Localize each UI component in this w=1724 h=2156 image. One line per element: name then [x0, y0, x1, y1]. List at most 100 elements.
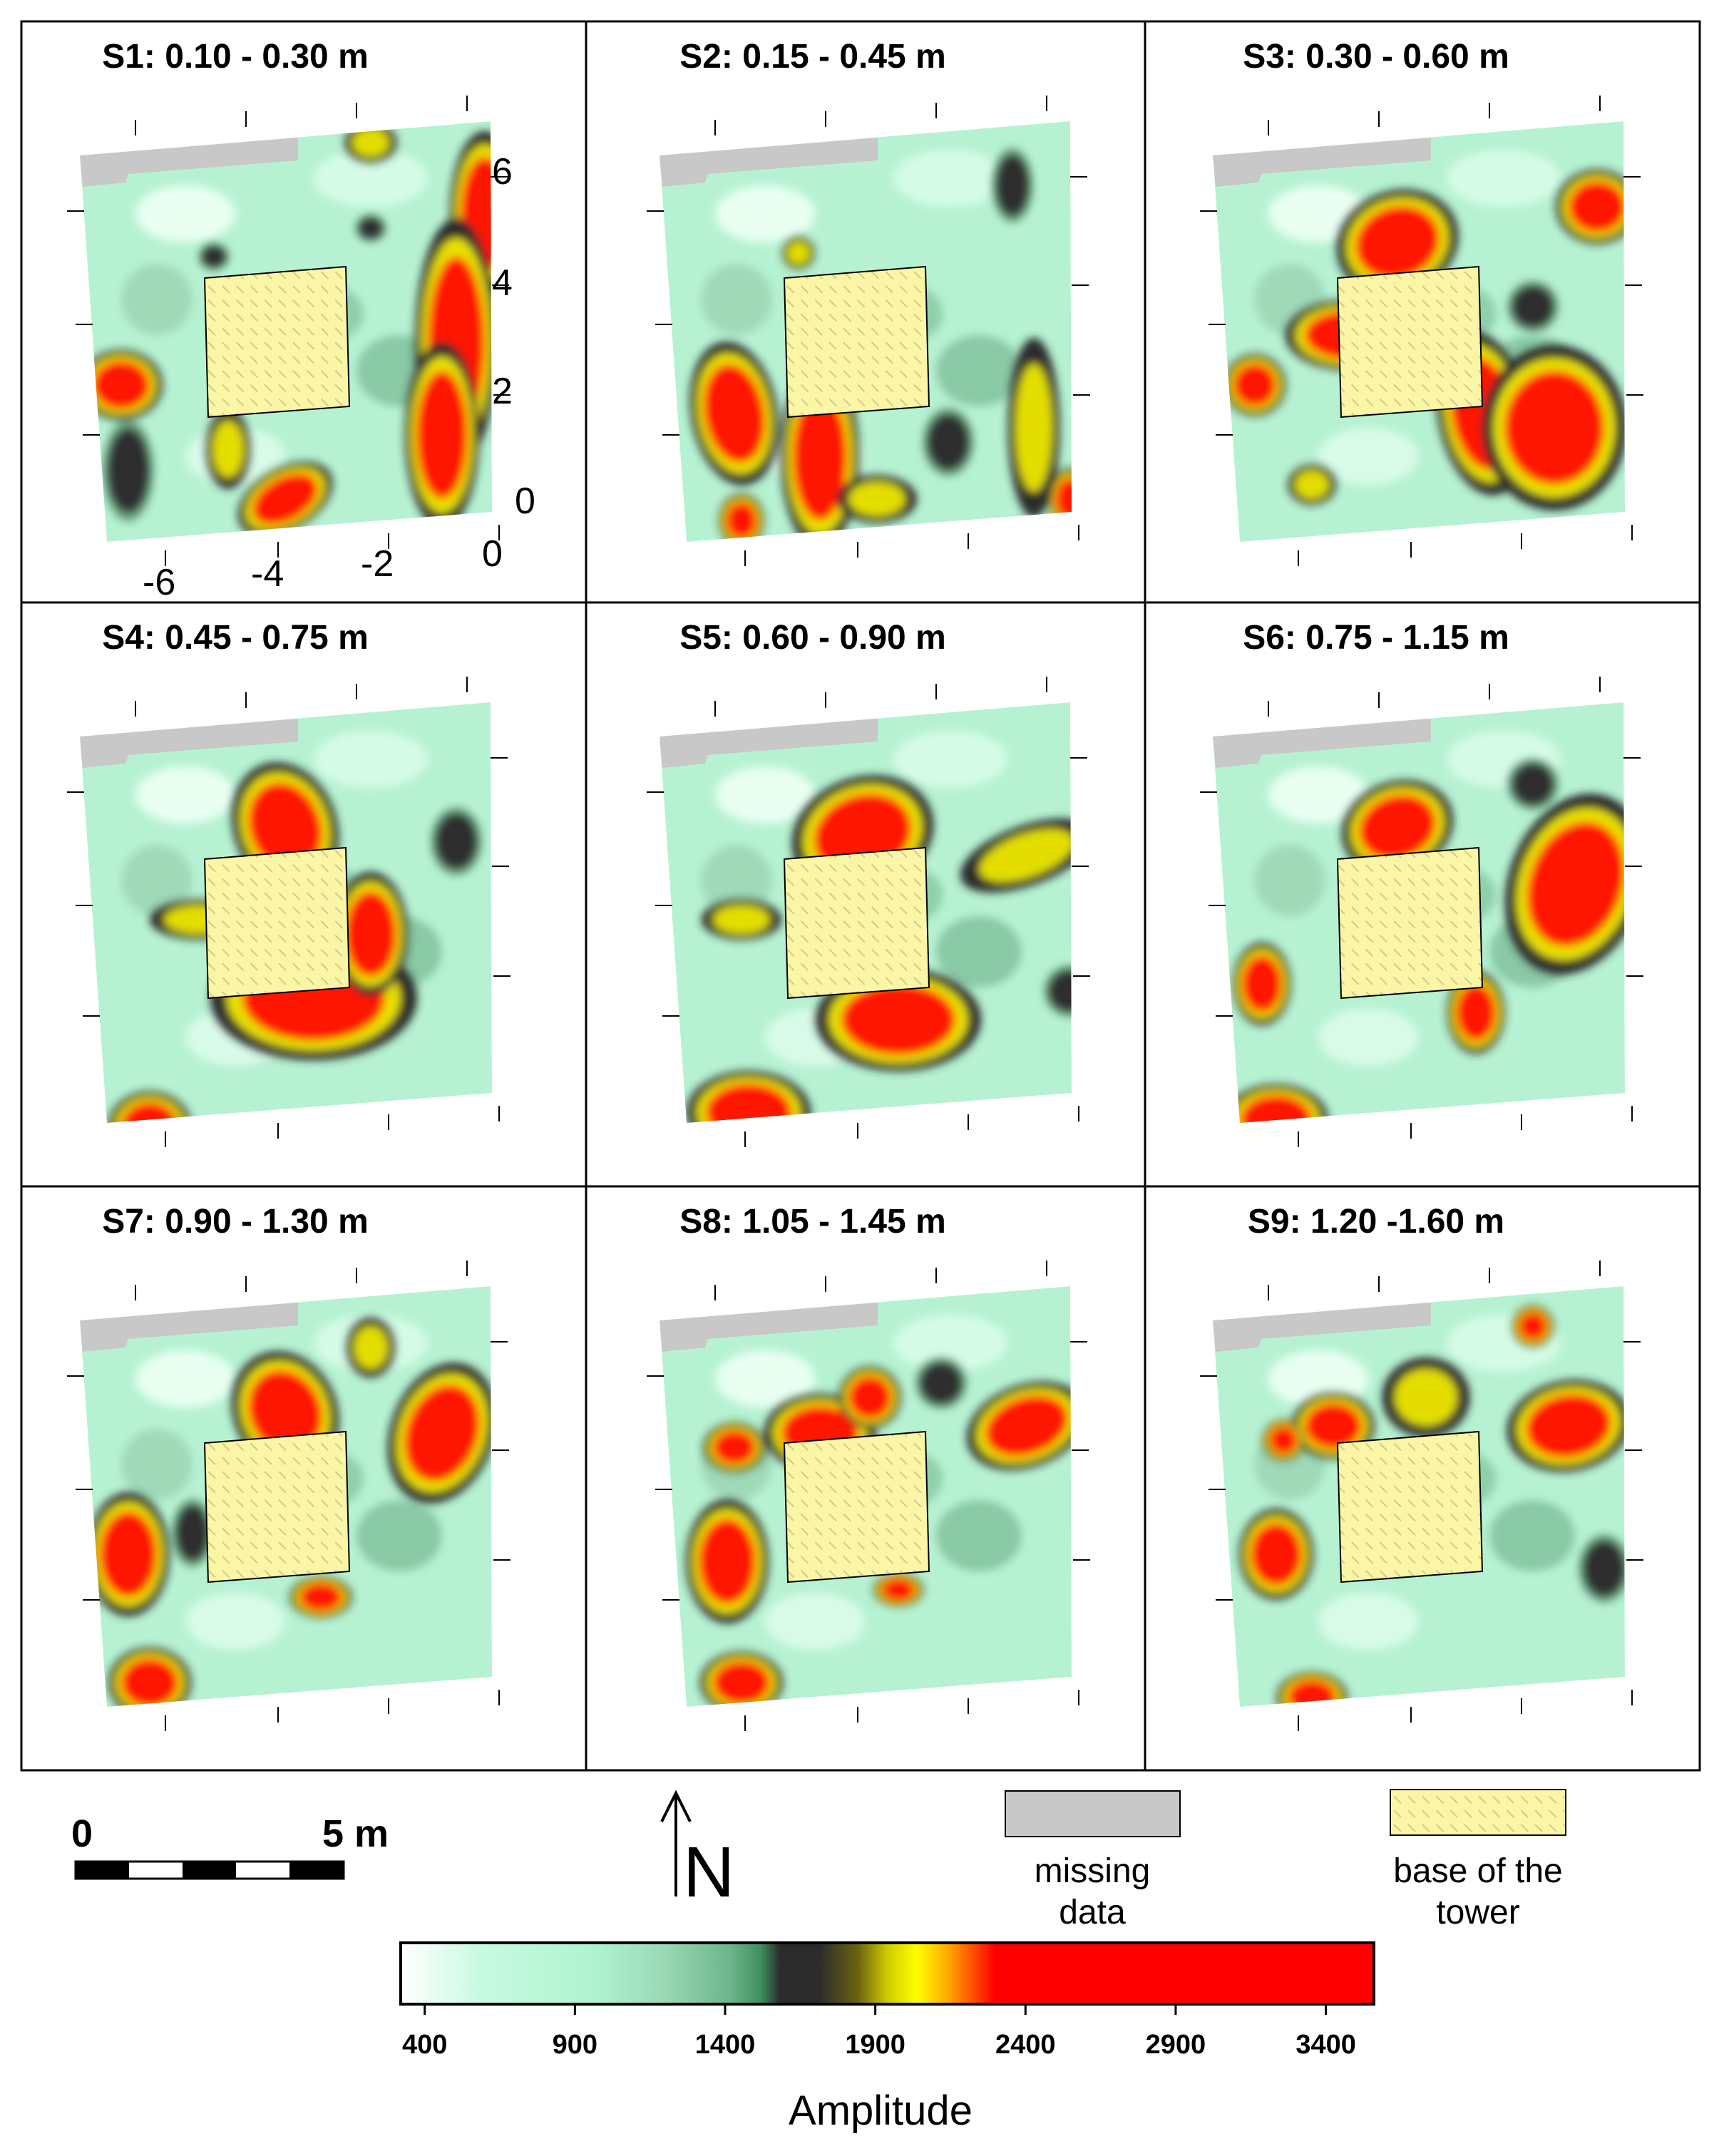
anomaly-blob [1583, 1540, 1625, 1597]
anomaly-blob [121, 1102, 178, 1123]
tower-base-swatch [1390, 1789, 1566, 1836]
tower-base [1336, 846, 1484, 1000]
panel-title: S3: 0.30 - 0.60 m [1243, 38, 1509, 76]
anomaly-blob [404, 1385, 480, 1482]
texture-spot [121, 264, 193, 335]
colorbar-tick-label: 3400 [1295, 2030, 1356, 2060]
tower-base [203, 1430, 351, 1583]
panel-title: S8: 1.05 - 1.45 m [679, 1203, 946, 1241]
texture-spot [314, 731, 428, 788]
grid-ticks [67, 1261, 510, 1731]
anomaly-blob [358, 217, 384, 240]
anomaly-blob [927, 414, 970, 471]
anomalies [87, 1318, 492, 1707]
texture-spot [121, 1429, 193, 1500]
anomaly-blob [1519, 1312, 1547, 1340]
grid-ticks [647, 1261, 1090, 1731]
tower-base [783, 1430, 930, 1583]
panel-title: S2: 0.15 - 0.45 m [679, 38, 946, 76]
texture-spot [1268, 766, 1368, 823]
anomaly-blob [1241, 1095, 1312, 1123]
missing-data-swatch [1005, 1790, 1181, 1837]
y-tick-label: 2 [492, 371, 513, 412]
anomaly-blob [985, 1395, 1069, 1457]
tower-base-line2: tower [1436, 1894, 1519, 1931]
anomaly-blob [848, 482, 905, 516]
slice-panel: S4: 0.45 - 0.75 m [67, 619, 510, 1147]
anomalies [686, 1357, 1072, 1707]
texture-spot [936, 916, 1022, 987]
texture-spot [1318, 1009, 1418, 1066]
anomaly-blob [841, 984, 955, 1055]
anomaly-blob [1233, 364, 1276, 406]
panel-title: S1: 0.10 - 0.30 m [102, 38, 369, 76]
panel-title: S7: 0.90 - 1.30 m [102, 1203, 369, 1241]
tower-base [203, 265, 351, 419]
slice-panel: S7: 0.90 - 1.30 m [67, 1203, 510, 1731]
texture-spot [1254, 845, 1325, 916]
anomaly-blob [920, 1362, 963, 1405]
scale-end-label: 5 m [322, 1812, 389, 1855]
anomaly-blob [1526, 1394, 1611, 1458]
panel-title: S4: 0.45 - 0.75 m [102, 619, 369, 657]
anomaly-blob [787, 242, 810, 265]
texture-spot [135, 1350, 235, 1407]
y-tick-label: 4 [492, 262, 513, 304]
tower-base-line1: base of the [1393, 1852, 1563, 1890]
anomaly-blob [713, 1661, 770, 1704]
missing-data-line2: data [1059, 1894, 1126, 1931]
anomaly-blob [107, 428, 150, 513]
slice-panel: S1: 0.10 - 0.30 m [67, 38, 510, 566]
scale-bar: 0 5 m [71, 1812, 389, 1880]
anomaly-blob [435, 813, 478, 870]
anomaly-blob [713, 1430, 756, 1464]
amplitude-colorbar: 400 900 1400 1900 2400 2900 3400 Amplitude [399, 1941, 1375, 2134]
anomaly-blob [1048, 970, 1072, 1012]
missing-data-line1: missing [1035, 1852, 1151, 1890]
missing-data-area [1213, 138, 1431, 187]
texture-spot [893, 150, 1007, 207]
anomaly-blob [1512, 763, 1554, 806]
colorbar-ticks: 400 900 1400 1900 2400 2900 3400 [402, 2004, 1356, 2060]
missing-data-area [660, 719, 878, 768]
texture-spot [121, 845, 193, 916]
anomaly-blob [1055, 478, 1072, 520]
x-tick-label: -4 [251, 553, 284, 595]
panel-title: S9: 1.20 -1.60 m [1248, 1203, 1504, 1241]
north-arrow-head [660, 1790, 692, 1822]
texture-spot [185, 1593, 285, 1650]
anomaly-blob [248, 1370, 322, 1454]
anomaly-blob [713, 905, 770, 934]
colorbar-tick-label: 900 [553, 2030, 597, 2060]
anomaly-blob [93, 361, 150, 409]
anomaly-blob [848, 1376, 891, 1419]
texture-spot [135, 185, 235, 242]
panel-title: S6: 0.75 - 1.15 m [1243, 619, 1509, 657]
x-tick-label: -6 [143, 562, 175, 603]
s1-axis-labels: 6 4 2 0 -6 -4 -2 0 [143, 151, 535, 603]
texture-spot [1489, 1500, 1575, 1571]
anomaly-blob [1269, 1426, 1298, 1454]
grid-ticks [1200, 96, 1643, 566]
colorbar-frame [399, 1941, 1375, 2006]
slice-panel: S6: 0.75 - 1.15 m [1200, 619, 1643, 1147]
anomaly-blob [1355, 205, 1440, 279]
anomaly-blob [979, 829, 1072, 882]
grid-ticks [647, 677, 1090, 1147]
panel-title: S5: 0.60 - 0.90 m [679, 619, 946, 657]
missing-data-area [80, 138, 298, 187]
anomaly-blob [201, 245, 227, 268]
slice-panel: S2: 0.15 - 0.45 m [647, 38, 1090, 566]
x-tick-label: 0 [482, 533, 503, 575]
anomaly-blob [354, 1326, 388, 1369]
anomaly-blob [1359, 794, 1436, 860]
slice-panel: S5: 0.60 - 0.90 m [647, 619, 1090, 1147]
anomaly-blob [703, 364, 766, 463]
grid-ticks [1200, 1261, 1643, 1731]
anomaly-blob [699, 1519, 756, 1604]
slice-panel: S8: 1.05 - 1.45 m [647, 1203, 1090, 1731]
texture-spot [701, 845, 772, 916]
anomaly-blob [252, 473, 318, 525]
anomaly-blob [793, 392, 847, 520]
